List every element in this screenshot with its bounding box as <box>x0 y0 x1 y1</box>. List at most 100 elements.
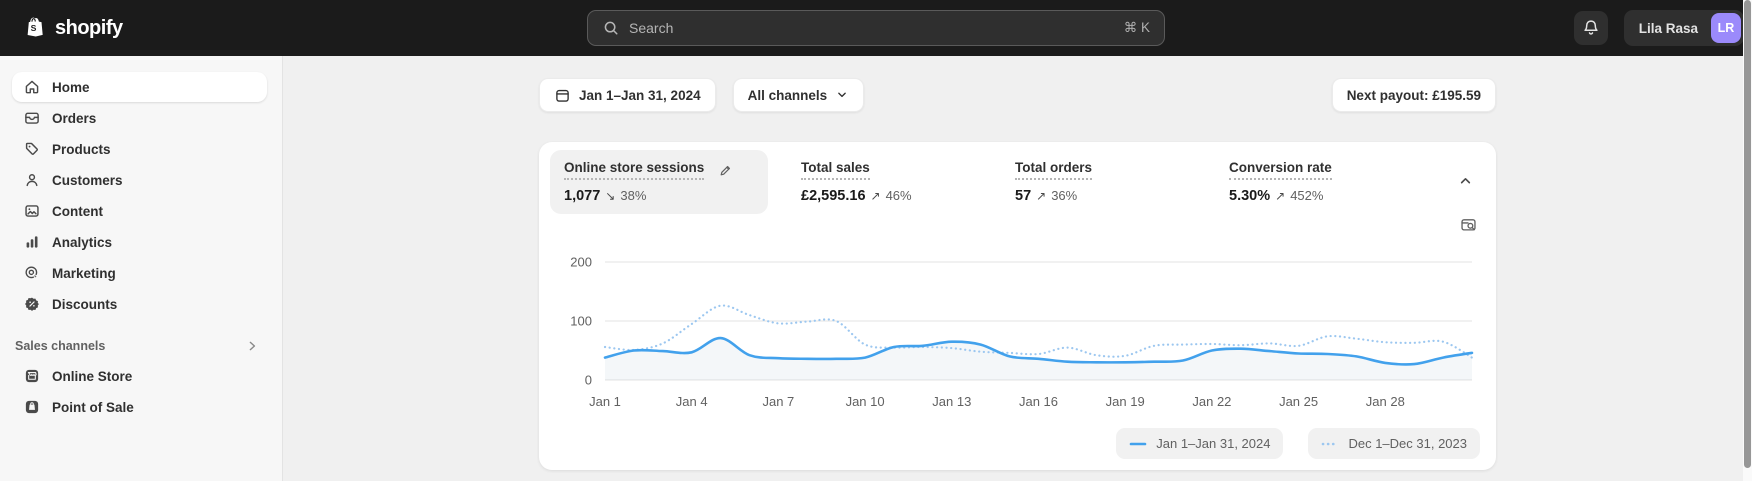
sidebar-item-label: Discounts <box>52 296 118 312</box>
metric-label: Online store sessions <box>564 160 705 180</box>
sales-channels-header[interactable]: Sales channels <box>15 338 260 354</box>
shopify-bag-icon: S <box>22 15 48 41</box>
legend-item-current-period[interactable]: Jan 1–Jan 31, 2024 <box>1116 428 1284 459</box>
orders-icon <box>22 108 42 128</box>
channels-dropdown-button[interactable]: All channels <box>732 78 865 112</box>
y-axis-tick-label: 0 <box>585 373 592 388</box>
metric-delta: 46% <box>885 188 912 203</box>
date-range-button[interactable]: Jan 1–Jan 31, 2024 <box>539 78 716 112</box>
y-axis-tick-label: 200 <box>570 255 592 270</box>
sidebar-item-label: Marketing <box>52 265 116 281</box>
scrollbar-thumb[interactable] <box>1744 0 1751 468</box>
analytics-toolbar: Jan 1–Jan 31, 2024 All channels Next pay… <box>539 78 1496 112</box>
trend-down-icon: ↘ <box>605 189 616 203</box>
solid-line-swatch-icon <box>1129 440 1147 448</box>
page-scrollbar[interactable] <box>1743 0 1752 481</box>
online-store-icon <box>22 366 42 386</box>
analytics-icon <box>22 232 42 252</box>
metric-label: Conversion rate <box>1229 160 1332 180</box>
metric-delta: 38% <box>620 188 647 203</box>
sidebar-item-discounts[interactable]: Discounts <box>12 289 267 319</box>
metric-value: £2,595.16 <box>801 188 866 204</box>
x-axis-tick-label: Jan 1 <box>589 394 621 409</box>
x-axis-tick-label: Jan 19 <box>1106 394 1145 409</box>
metric-delta: 36% <box>1051 188 1078 203</box>
edit-metric-button[interactable] <box>716 160 736 180</box>
x-axis-tick-label: Jan 22 <box>1192 394 1231 409</box>
sidebar-item-label: Online Store <box>52 368 133 384</box>
sidebar-item-label: Customers <box>52 172 123 188</box>
sidebar-item-home[interactable]: Home <box>12 72 267 102</box>
metrics-row: Online store sessions 1,077 ↘ 38% Total sale… <box>539 142 1496 214</box>
sidebar-item-label: Products <box>52 141 111 157</box>
home-icon <box>22 77 42 97</box>
sidebar-item-label: Orders <box>52 110 97 126</box>
next-payout-button[interactable]: Next payout: £195.59 <box>1331 78 1496 112</box>
sidebar-item-products[interactable]: Products <box>12 134 267 164</box>
metric-label: Total sales <box>801 160 870 180</box>
sales-channels-label: Sales channels <box>15 339 106 353</box>
metric-value: 5.30% <box>1229 188 1271 204</box>
current-period-line <box>603 336 1474 366</box>
trend-up-icon: ↗ <box>1275 189 1286 203</box>
x-axis-tick-label: Jan 13 <box>932 394 971 409</box>
sidebar-item-marketing[interactable]: Marketing <box>12 258 267 288</box>
sidebar-item-label: Point of Sale <box>52 399 134 415</box>
sidebar-nav: Home Orders Products Customers Content Analyt… <box>0 72 282 319</box>
y-axis-tick-label: 100 <box>570 314 592 329</box>
shopify-logo[interactable]: S shopify <box>22 15 123 41</box>
user-menu-button[interactable]: Lila Rasa LR <box>1623 10 1744 46</box>
trend-up-icon: ↗ <box>870 189 881 203</box>
dotted-line-swatch-icon <box>1321 440 1339 448</box>
search-icon <box>602 19 620 37</box>
sidebar-item-content[interactable]: Content <box>12 196 267 226</box>
topbar: S shopify Search ⌘ K Lila Rasa LR <box>0 0 1752 56</box>
metric-online-store-sessions[interactable]: Online store sessions 1,077 ↘ 38% <box>550 150 768 214</box>
inspect-data-icon <box>1459 216 1478 235</box>
search-input[interactable]: Search ⌘ K <box>587 10 1165 46</box>
x-axis-tick-label: Jan 16 <box>1019 394 1058 409</box>
sidebar-item-orders[interactable]: Orders <box>12 103 267 133</box>
metric-total-sales[interactable]: Total sales £2,595.16 ↗ 46% <box>787 150 1001 214</box>
user-name: Lila Rasa <box>1638 20 1698 36</box>
svg-text:S: S <box>31 23 37 33</box>
sidebar-item-point-of-sale[interactable]: Point of Sale <box>12 392 267 422</box>
discounts-icon <box>22 294 42 314</box>
pos-icon <box>22 397 42 417</box>
chevron-up-icon <box>1457 172 1474 189</box>
sessions-chart[interactable]: 0 100 200 Jan 1 Jan 4 Jan 7 Jan 10 Jan 13 Jan 16… <box>539 242 1496 423</box>
sales-channels-list: Online Store Point of Sale <box>0 361 282 422</box>
notifications-button[interactable] <box>1573 11 1608 45</box>
legend-item-previous-period[interactable]: Dec 1–Dec 31, 2023 <box>1308 428 1480 459</box>
metric-value: 57 <box>1015 188 1032 204</box>
products-icon <box>22 139 42 159</box>
marketing-icon <box>22 263 42 283</box>
search-placeholder: Search <box>629 20 674 36</box>
x-axis-tick-label: Jan 25 <box>1279 394 1318 409</box>
collapse-card-button[interactable] <box>1455 170 1476 191</box>
legend-label: Jan 1–Jan 31, 2024 <box>1156 436 1271 451</box>
x-axis-tick-label: Jan 7 <box>762 394 794 409</box>
topbar-actions: Lila Rasa LR <box>1573 10 1744 46</box>
metric-total-orders[interactable]: Total orders 57 ↗ 36% <box>1001 150 1215 214</box>
user-avatar: LR <box>1711 13 1741 43</box>
calendar-icon <box>554 87 571 104</box>
inspect-data-button[interactable] <box>1457 214 1480 237</box>
brand-wordmark: shopify <box>55 16 123 39</box>
chevron-right-icon <box>244 338 260 354</box>
sidebar-item-label: Analytics <box>52 234 113 250</box>
date-range-label: Jan 1–Jan 31, 2024 <box>579 87 701 103</box>
sidebar-item-analytics[interactable]: Analytics <box>12 227 267 257</box>
metric-conversion-rate[interactable]: Conversion rate 5.30% ↗ 452% <box>1215 150 1429 214</box>
sidebar: Home Orders Products Customers Content Analyt… <box>0 56 283 481</box>
analytics-card: Online store sessions 1,077 ↘ 38% Total sale… <box>539 142 1496 470</box>
x-axis-tick-label: Jan 28 <box>1366 394 1405 409</box>
bell-icon <box>1581 18 1601 38</box>
x-axis-tick-label: Jan 10 <box>846 394 885 409</box>
customers-icon <box>22 170 42 190</box>
metric-label: Total orders <box>1015 160 1093 180</box>
sidebar-item-online-store[interactable]: Online Store <box>12 361 267 391</box>
sidebar-item-label: Content <box>52 203 103 219</box>
metric-delta: 452% <box>1290 188 1324 203</box>
sidebar-item-customers[interactable]: Customers <box>12 165 267 195</box>
